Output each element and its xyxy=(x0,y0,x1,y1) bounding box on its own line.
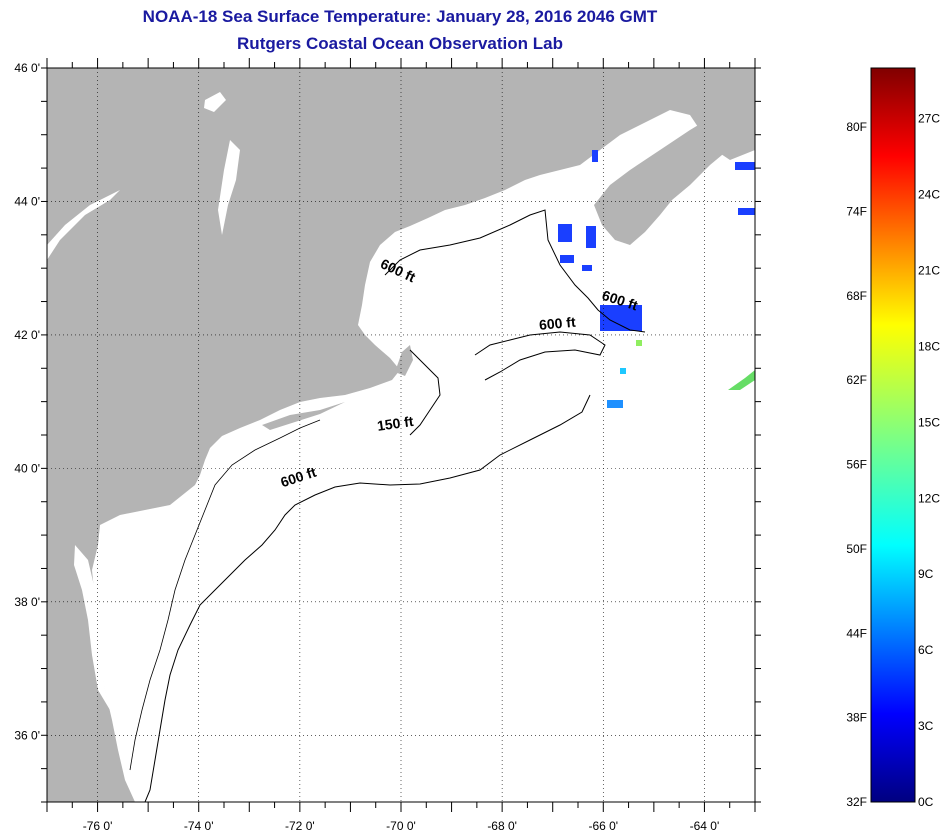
lat-tick-label: 36 0' xyxy=(14,728,40,742)
sst-patches xyxy=(558,150,755,408)
colorbar-celsius-label: 12C xyxy=(918,491,940,505)
contour-label: 600 ft xyxy=(378,255,418,285)
colorbar xyxy=(870,67,916,803)
contour-150ft-georges-bank xyxy=(409,349,441,436)
sst-patch xyxy=(620,368,626,374)
lon-tick-label: -76 0' xyxy=(83,819,113,833)
lon-tick-label: -72 0' xyxy=(285,819,315,833)
lon-tick-label: -70 0' xyxy=(386,819,416,833)
lon-tick-label: -68 0' xyxy=(487,819,517,833)
lat-tick-label: 46 0' xyxy=(14,61,40,75)
lat-tick-label: 38 0' xyxy=(14,595,40,609)
sst-patch xyxy=(738,208,755,215)
sst-patch xyxy=(582,265,592,271)
colorbar-fahrenheit-label: 44F xyxy=(846,626,867,640)
colorbar-celsius-label: 15C xyxy=(918,415,940,429)
land-cape-cod xyxy=(395,345,413,376)
contour-150ft-shelf xyxy=(129,419,321,771)
lat-tick-label: 40 0' xyxy=(14,461,40,475)
sst-patch xyxy=(560,255,574,263)
contour-label: 600 ft xyxy=(278,464,318,491)
lake-ontario xyxy=(47,190,120,260)
sst-patch xyxy=(735,162,755,170)
delaware-bay xyxy=(120,515,140,540)
colorbar-fahrenheit-label: 74F xyxy=(846,204,867,218)
lon-tick-label: -64 0' xyxy=(690,819,720,833)
contour-600ft-gulf-of-maine xyxy=(384,209,646,333)
colorbar-fahrenheit-label: 32F xyxy=(846,795,867,809)
contour-600ft-shelf-break xyxy=(144,394,591,802)
axis-ticks: -76 0' -74 0' -72 0' -70 0' -68 0' -66 0' -64 … xyxy=(14,58,761,833)
colorbar-fahrenheit-label: 38F xyxy=(846,711,867,725)
colorbar-celsius-label: 6C xyxy=(918,643,934,657)
colorbar-celsius-label: 0C xyxy=(918,795,934,809)
lon-tick-label: -66 0' xyxy=(588,819,618,833)
land-nova-scotia xyxy=(594,115,735,245)
lat-tick-label: 42 0' xyxy=(14,328,40,342)
colorbar-celsius-label: 18C xyxy=(918,339,940,353)
colorbar-fahrenheit-label: 68F xyxy=(846,289,867,303)
colorbar-labels: 27C 24C 21C 18C 15C 12C 9C 6C 3C 0C 80F 74F 68F 62F 56… xyxy=(846,112,940,809)
sst-patch xyxy=(636,340,642,346)
sst-patch xyxy=(592,150,598,162)
land-long-island xyxy=(262,402,345,430)
contour-600ft-northeast-channel xyxy=(474,331,606,381)
map-subtitle: Rutgers Coastal Ocean Observation Lab xyxy=(237,34,563,53)
colorbar-celsius-label: 21C xyxy=(918,263,940,277)
colorbar-fahrenheit-label: 80F xyxy=(846,120,867,134)
lake-moosehead xyxy=(204,92,226,112)
colorbar-celsius-label: 24C xyxy=(918,188,940,202)
land-mainland xyxy=(47,68,755,802)
colorbar-celsius-label: 3C xyxy=(918,719,934,733)
lake-champlain xyxy=(218,140,240,235)
colorbar-celsius-label: 9C xyxy=(918,567,934,581)
lon-tick-label: -74 0' xyxy=(184,819,214,833)
sst-patch xyxy=(558,224,572,242)
sst-patch xyxy=(586,226,596,248)
sst-patch xyxy=(728,370,755,390)
colorbar-fahrenheit-label: 56F xyxy=(846,458,867,472)
colorbar-celsius-label: 27C xyxy=(918,112,940,126)
sst-patch xyxy=(607,400,623,408)
lat-tick-label: 44 0' xyxy=(14,194,40,208)
colorbar-fahrenheit-label: 62F xyxy=(846,373,867,387)
contour-label: 150 ft xyxy=(376,413,415,434)
map-layers xyxy=(47,68,755,802)
contour-label: 600 ft xyxy=(538,314,576,333)
colorbar-fahrenheit-label: 50F xyxy=(846,542,867,556)
chesapeake-bay xyxy=(74,545,110,710)
map-title: NOAA-18 Sea Surface Temperature: January… xyxy=(142,7,658,26)
